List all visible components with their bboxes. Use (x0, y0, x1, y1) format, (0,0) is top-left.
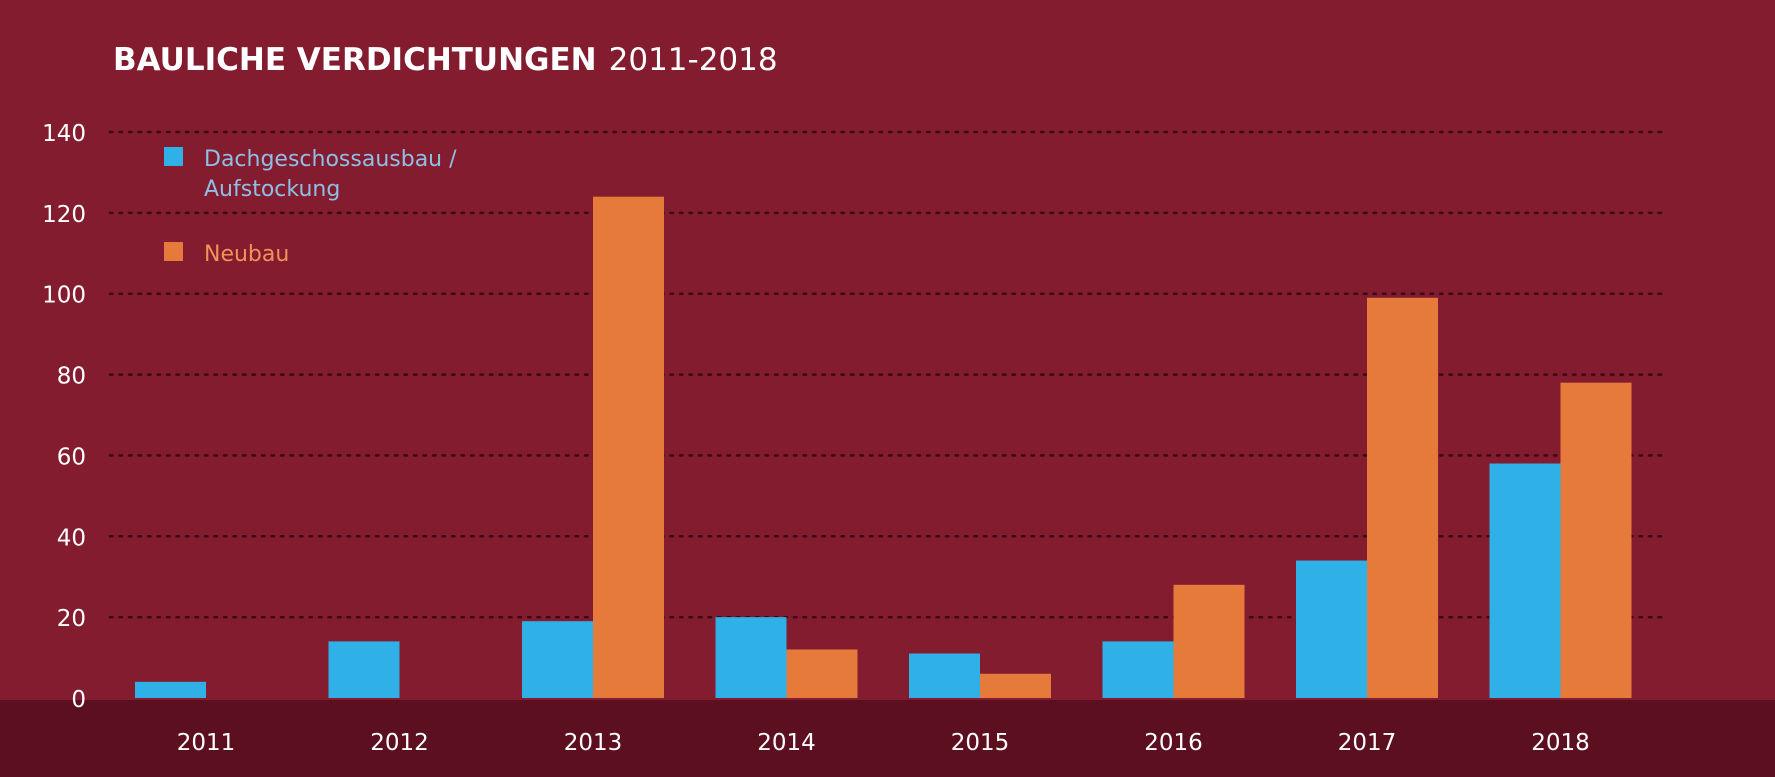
bar-neubau-2014 (786, 649, 858, 698)
legend-label-line-1: Dachgeschossausbau / (204, 147, 457, 172)
x-axis-band (0, 700, 1775, 777)
x-tick-label-2014: 2014 (757, 730, 816, 756)
bars (135, 196, 1632, 698)
y-tick-label-140: 140 (42, 121, 86, 147)
x-tick-label-2012: 2012 (370, 730, 429, 756)
x-tick-label-2013: 2013 (564, 730, 623, 756)
y-tick-label-80: 80 (57, 364, 86, 390)
x-tick-label-2016: 2016 (1144, 730, 1203, 756)
bar-neubau-2018 (1560, 382, 1632, 698)
bar-dachgeschossausbau-2012 (328, 641, 400, 698)
y-axis: 0 20 40 60 80 100 120 140 (42, 121, 86, 713)
bar-dachgeschossausbau-2016 (1102, 641, 1174, 698)
x-tick-label-2015: 2015 (951, 730, 1010, 756)
bar-dachgeschossausbau-2015 (909, 653, 980, 698)
x-tick-label-2018: 2018 (1531, 730, 1590, 756)
bar-neubau-2013 (593, 196, 664, 698)
chart-title: BAULICHE VERDICHTUNGEN 2011-2018 (113, 42, 778, 78)
x-axis: 2011 2012 2013 2014 2015 2016 2017 2018 (177, 730, 1590, 756)
y-tick-label-100: 100 (42, 283, 86, 309)
legend: Dachgeschossausbau / Aufstockung Neubau (164, 147, 457, 267)
y-tick-label-20: 20 (57, 606, 86, 632)
gridlines (108, 130, 1667, 619)
x-tick-label-2011: 2011 (177, 730, 236, 756)
legend-label-neubau: Neubau (204, 242, 289, 267)
chart-title-bold: BAULICHE VERDICHTUNGEN (113, 42, 597, 78)
legend-label-dachgeschossausbau: Dachgeschossausbau / Aufstockung (204, 147, 457, 202)
legend-swatch-dachgeschossausbau (164, 147, 183, 166)
y-tick-label-40: 40 (57, 525, 86, 551)
bar-dachgeschossausbau-2014 (715, 617, 787, 698)
bar-dachgeschossausbau-2013 (522, 621, 593, 698)
bar-neubau-2016 (1173, 584, 1245, 698)
legend-label-line-2: Aufstockung (204, 177, 340, 202)
bar-dachgeschossausbau-2017 (1296, 560, 1367, 698)
y-tick-label-0: 0 (71, 687, 86, 713)
bar-neubau-2017 (1367, 297, 1438, 698)
y-tick-label-120: 120 (42, 202, 86, 228)
bar-dachgeschossausbau-2018 (1489, 463, 1561, 698)
legend-swatch-neubau (164, 242, 183, 261)
chart-title-years: 2011-2018 (609, 42, 778, 78)
bar-dachgeschossausbau-2011 (135, 681, 206, 698)
x-tick-label-2017: 2017 (1338, 730, 1397, 756)
y-tick-label-60: 60 (57, 444, 86, 470)
bar-neubau-2015 (980, 673, 1051, 698)
